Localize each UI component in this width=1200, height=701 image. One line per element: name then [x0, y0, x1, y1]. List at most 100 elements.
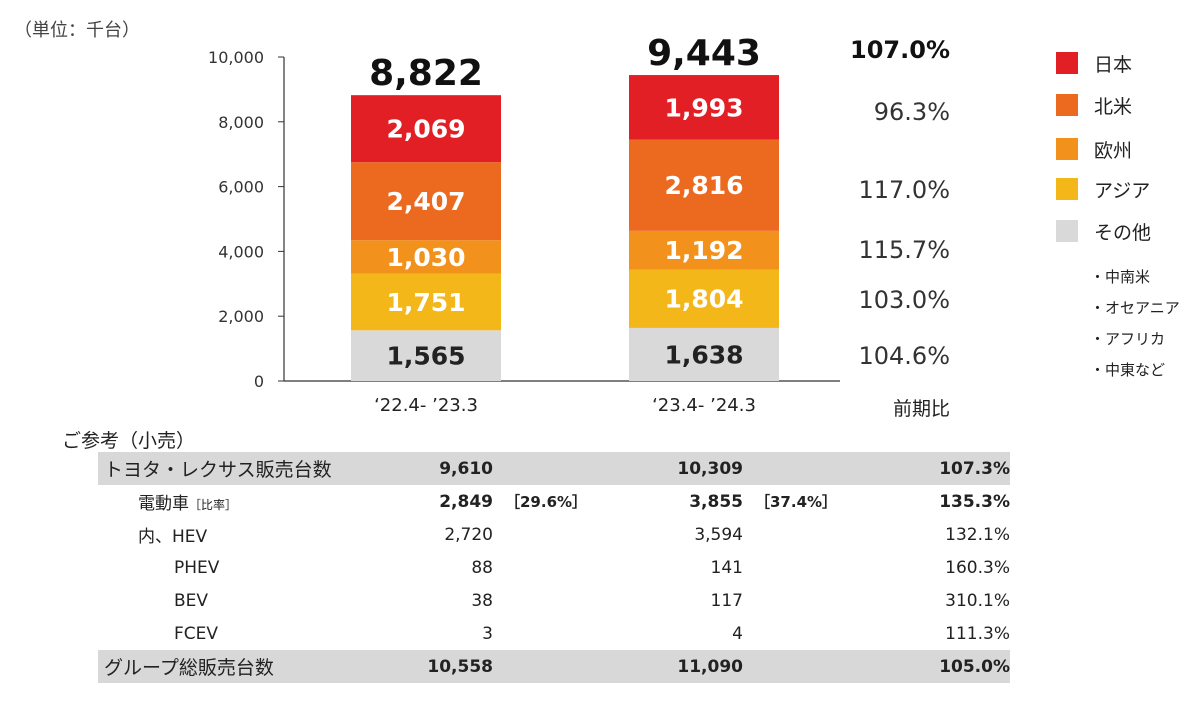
value-fy22: 3 — [482, 623, 493, 644]
share-fy22 — [493, 452, 643, 485]
bar-segment — [629, 139, 779, 231]
unit-label: （単位：千台） — [14, 20, 140, 41]
reference-table: トヨタ・レクサス販売台数 9,610 10,309 107.3% 電動車［比率］… — [98, 452, 1010, 683]
share-fy23 — [743, 584, 848, 617]
legend-item-europe: 欧州 — [1056, 136, 1200, 166]
bar-segment — [629, 75, 779, 140]
row-label: PHEV — [174, 557, 220, 578]
yoy-japan: 96.3% — [873, 98, 950, 126]
legend-item-other: その他 — [1056, 218, 1200, 248]
note-item: ・オセアニア — [1090, 299, 1180, 317]
value-fy23: 117 — [710, 590, 743, 611]
table-row: PHEV 88 141 160.3% — [98, 551, 1010, 584]
value-fy22: 2,720 — [444, 524, 493, 545]
x-tick-label: ‘23.4- ’24.3 — [652, 395, 756, 416]
y-tick-label: 0 — [254, 372, 264, 391]
value-fy22: 9,610 — [378, 452, 493, 485]
row-label: BEV — [174, 590, 209, 611]
yoy-ratio: 111.3% — [945, 623, 1010, 644]
value-fy23: 4 — [732, 623, 743, 644]
data-label: 1,804 — [664, 285, 743, 314]
x-tick-label: ‘22.4- ’23.3 — [374, 395, 478, 416]
legend-swatch — [1056, 220, 1078, 242]
data-label: 2,069 — [386, 115, 465, 144]
share-fy22 — [493, 650, 643, 683]
table-row: FCEV 3 4 111.3% — [98, 617, 1010, 650]
share-fy23 — [743, 518, 848, 551]
table-row: 電動車［比率］ 2,849 ［29.6%］ 3,855 ［37.4%］ 135.… — [98, 485, 1010, 518]
value-fy23: 10,309 — [643, 452, 743, 485]
total-label: 9,443 — [647, 33, 761, 74]
row-label: 内、HEV — [138, 527, 208, 547]
legend-label: その他 — [1094, 222, 1152, 244]
legend-label: 日本 — [1094, 54, 1133, 76]
data-label: 1,751 — [386, 288, 465, 317]
yoy-ratio: 105.0% — [848, 650, 1010, 683]
row-label: トヨタ・レクサス販売台数 — [98, 452, 378, 485]
yoy-ratio: 132.1% — [945, 524, 1010, 545]
legend-swatch — [1056, 178, 1078, 200]
share-fy23 — [743, 452, 848, 485]
bar-segment — [629, 269, 779, 328]
stacked-bar-chart: 0 2,000 4,000 6,000 8,000 10,000 1,565 1,751 1,… — [208, 33, 840, 416]
bar-segment — [351, 162, 501, 241]
data-label: 1,638 — [664, 340, 743, 369]
row-label-text: 電動車 — [138, 494, 189, 514]
legend-label: 北米 — [1094, 96, 1133, 118]
value-fy22: 10,558 — [378, 650, 493, 683]
note-item: ・中南米 — [1090, 268, 1151, 286]
value-fy22: 88 — [471, 557, 493, 578]
bar-segment — [629, 327, 779, 381]
data-label: 1,565 — [386, 342, 465, 371]
yoy-north-america: 117.0% — [858, 176, 950, 204]
y-tick-label: 10,000 — [208, 48, 264, 67]
table-row: 内、HEV 2,720 3,594 132.1% — [98, 518, 1010, 551]
row-label-suffix: ［比率］ — [189, 498, 238, 512]
legend-item-north-america: 北米 — [1056, 92, 1200, 122]
value-fy23: 141 — [710, 557, 743, 578]
note-item: ・中東など — [1090, 361, 1166, 379]
yoy-ratio: 310.1% — [945, 590, 1010, 611]
data-label: 2,816 — [664, 171, 743, 200]
share-fy22: ［29.6%］ — [505, 493, 588, 511]
share-fy23 — [743, 650, 848, 683]
share-fy22 — [493, 551, 643, 584]
share-fy23 — [743, 617, 848, 650]
legend-swatch — [1056, 94, 1078, 116]
yoy-total: 107.0% — [850, 36, 950, 64]
row-label: 電動車［比率］ — [98, 485, 378, 518]
bar-segment — [351, 330, 501, 381]
legend-item-japan: 日本 — [1056, 50, 1200, 80]
row-label: グループ総販売台数 — [98, 650, 378, 683]
yoy-asia: 103.0% — [858, 286, 950, 314]
yoy-ratio: 160.3% — [945, 557, 1010, 578]
table-row: BEV 38 117 310.1% — [98, 584, 1010, 617]
share-fy23 — [743, 551, 848, 584]
share-fy22 — [493, 584, 643, 617]
bar-segment — [629, 230, 779, 270]
data-label: 1,030 — [386, 243, 465, 272]
legend-swatch — [1056, 138, 1078, 160]
yoy-ratio: 107.3% — [848, 452, 1010, 485]
yoy-other: 104.6% — [858, 342, 950, 370]
reference-title: ご参考（小売） — [62, 430, 196, 452]
data-label: 2,407 — [386, 187, 465, 216]
legend-label: アジア — [1094, 180, 1151, 202]
value-fy22: 2,849 — [439, 491, 493, 512]
note-item: ・アフリカ — [1090, 330, 1166, 348]
yoy-europe: 115.7% — [858, 236, 950, 264]
share-fy22 — [493, 617, 643, 650]
yoy-ratio: 135.3% — [939, 491, 1010, 512]
data-label: 1,192 — [664, 236, 743, 265]
table-row: トヨタ・レクサス販売台数 9,610 10,309 107.3% — [98, 452, 1010, 485]
row-label: FCEV — [174, 623, 219, 644]
total-label: 8,822 — [369, 53, 483, 94]
yoy-header: 前期比 — [892, 398, 950, 420]
y-tick-label: 4,000 — [218, 242, 264, 261]
legend-item-asia: アジア — [1056, 176, 1200, 206]
bar-segment — [351, 273, 501, 331]
value-fy23: 3,855 — [689, 491, 743, 512]
legend-label: 欧州 — [1094, 140, 1133, 162]
share-fy23: ［37.4%］ — [755, 493, 838, 511]
value-fy22: 38 — [471, 590, 493, 611]
